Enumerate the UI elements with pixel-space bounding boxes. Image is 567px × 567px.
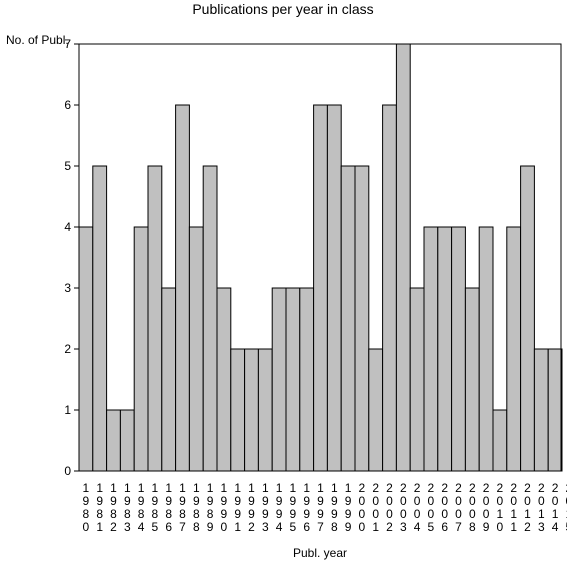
bar-1992 (244, 348, 259, 472)
bar-2005 (423, 226, 439, 472)
axes-layer (78, 43, 562, 472)
bar-2007 (451, 226, 466, 472)
bar-1994 (271, 287, 287, 472)
x-axis-label: Publ. year (293, 546, 347, 560)
bar-1985 (147, 165, 163, 472)
bar-2012 (520, 165, 535, 472)
y-tick-label: 3 (64, 281, 71, 295)
y-ticks-layer: 0 1 2 3 4 5 6 7 (64, 37, 79, 478)
bar-1998 (326, 104, 342, 472)
x-ticks-layer: 1 9 8 0 1 9 8 1 1 9 8 2 1 9 8 3 1 9 8 4 1 9 8 5 1 9 8 6 1 9 8 7 1 9 8 8 1 9 8 9… (83, 481, 567, 534)
bar-2003 (395, 43, 411, 472)
bar-2004 (409, 287, 425, 472)
y-tick-label: 6 (64, 98, 71, 112)
bar-1982 (106, 409, 121, 472)
bar-2010 (492, 409, 508, 472)
bar-1995 (285, 287, 301, 472)
y-axis-label: No. of Publ. (6, 33, 69, 47)
chart-title: Publications per year in class (192, 1, 373, 17)
y-tick-label: 0 (64, 464, 71, 478)
bar-1996 (299, 287, 315, 472)
bar-2011 (506, 226, 522, 472)
bar-2002 (382, 104, 397, 472)
bar-2000 (354, 165, 370, 472)
bar-1997 (313, 104, 328, 472)
bar-2009 (478, 226, 494, 472)
y-tick-label: 1 (64, 403, 71, 417)
bar-1993 (257, 348, 273, 472)
y-tick-label: 2 (64, 342, 71, 356)
bar-2008 (464, 287, 480, 472)
bar-2006 (437, 226, 453, 472)
bar-1990 (216, 287, 232, 472)
bar-1988 (188, 226, 204, 472)
x-tick-label-2015: 2015 (566, 481, 567, 534)
bar-1986 (161, 287, 177, 472)
bar-1984 (133, 226, 149, 472)
bar-1980 (78, 226, 94, 472)
y-tick-label: 7 (64, 37, 71, 51)
bar-1999 (340, 165, 356, 472)
bar-1989 (202, 165, 218, 472)
bar-1981 (92, 165, 108, 472)
bar-1983 (119, 409, 135, 472)
bars-layer (78, 43, 563, 472)
plot-frame (78, 43, 562, 472)
y-tick-label: 4 (64, 220, 71, 234)
bar-2013 (533, 348, 549, 472)
bar-2014 (547, 348, 563, 472)
bar-2001 (368, 348, 384, 472)
bar-1987 (175, 104, 190, 472)
bar-1991 (230, 348, 246, 472)
y-tick-label: 5 (64, 159, 71, 173)
